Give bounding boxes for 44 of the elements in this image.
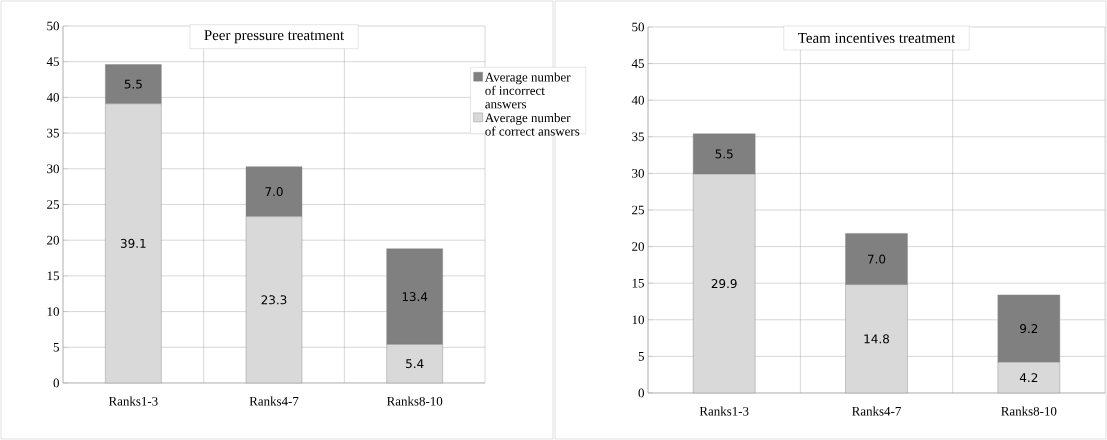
data-label: 9.2 xyxy=(1020,324,1038,334)
y-tick-label: 0 xyxy=(638,388,644,398)
y-tick-label: 25 xyxy=(47,200,59,209)
data-label: 29.9 xyxy=(711,279,737,289)
x-tick-label: Ranks1-3 xyxy=(699,406,749,416)
y-tick-label: 45 xyxy=(631,59,644,68)
y-tick-label: 5 xyxy=(53,342,59,352)
chart-title: Team incentives treatment xyxy=(798,32,956,43)
data-label: 39.1 xyxy=(120,238,146,248)
data-label: 5.5 xyxy=(715,149,733,159)
data-label: 7.0 xyxy=(265,187,283,197)
y-tick-label: 50 xyxy=(47,21,59,31)
y-tick-label: 35 xyxy=(632,132,644,142)
y-tick-label: 40 xyxy=(46,93,59,102)
y-tick-label: 35 xyxy=(47,128,59,138)
data-label: 7.0 xyxy=(867,254,886,264)
x-tick-label: Ranks4-7 xyxy=(249,396,299,406)
legend-label: Average number of correct answers xyxy=(484,113,580,136)
data-label: 5.4 xyxy=(406,359,424,369)
y-tick-label: 40 xyxy=(631,95,644,105)
y-tick-label: 50 xyxy=(632,22,644,32)
y-tick-label: 0 xyxy=(53,378,59,388)
x-tick-label: Ranks8-10 xyxy=(1001,406,1057,416)
x-tick-label: Ranks8-10 xyxy=(386,396,443,406)
y-tick-label: 10 xyxy=(47,307,59,316)
chart-title: Peer pressure treatment xyxy=(204,30,345,44)
y-tick-label: 45 xyxy=(46,57,59,67)
y-tick-label: 20 xyxy=(47,235,59,245)
y-tick-label: 20 xyxy=(632,242,644,251)
data-label: 13.4 xyxy=(402,292,428,302)
y-tick-label: 15 xyxy=(47,271,59,281)
y-tick-label: 30 xyxy=(632,169,644,178)
x-tick-label: Ranks4-7 xyxy=(852,406,901,416)
y-tick-label: 5 xyxy=(638,352,644,361)
data-label: 5.5 xyxy=(124,79,142,89)
data-label: 23.3 xyxy=(261,295,287,305)
y-tick-label: 30 xyxy=(47,164,59,174)
y-tick-label: 25 xyxy=(632,205,644,215)
x-tick-label: Ranks1-3 xyxy=(108,396,158,406)
data-label: 14.8 xyxy=(864,334,889,344)
legend-label: Average number of incorrect answers xyxy=(484,72,571,109)
data-label: 4.2 xyxy=(1019,373,1038,383)
y-tick-label: 15 xyxy=(632,278,644,288)
y-tick-label: 10 xyxy=(632,315,644,325)
